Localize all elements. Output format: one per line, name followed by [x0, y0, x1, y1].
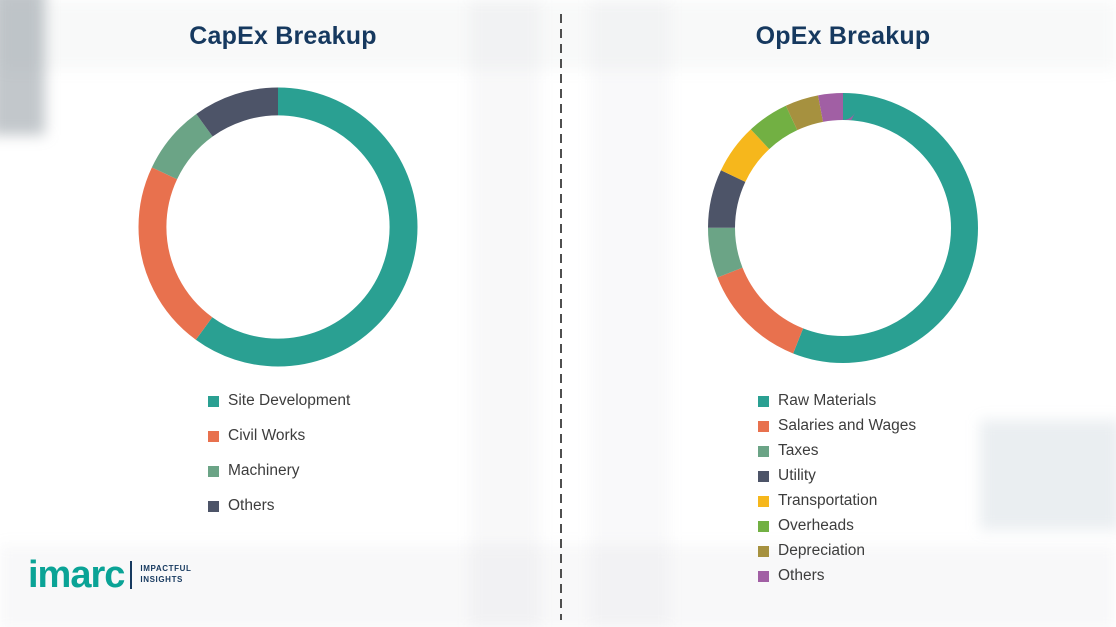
legend-label: Machinery [228, 462, 300, 479]
background-shape [980, 420, 1116, 530]
legend-swatch [208, 465, 219, 477]
background-shape [590, 0, 670, 627]
legend-item: Raw Materials [758, 392, 916, 410]
legend-label: Overheads [778, 517, 854, 534]
legend-label: Raw Materials [778, 392, 877, 409]
legend-label: Salaries and Wages [778, 417, 917, 434]
legend-item: Machinery [208, 462, 350, 480]
legend-swatch [758, 495, 769, 507]
legend-swatch [758, 570, 769, 582]
logo-tagline-line2: INSIGHTS [140, 575, 183, 584]
legend-item: Overheads [758, 517, 916, 535]
imarc-logo-text: imarc [28, 554, 125, 596]
donut-segment-others [708, 93, 978, 363]
legend-label: Depreciation [778, 542, 866, 559]
opex-donut-chart [708, 93, 978, 363]
logo-tagline-line1: IMPACTFUL [140, 564, 192, 574]
legend-item: Utility [758, 467, 916, 485]
legend-item: Civil Works [208, 427, 350, 445]
legend-label: Transportation [778, 492, 878, 509]
donut-segment-others [138, 87, 418, 367]
legend-swatch [758, 420, 769, 432]
logo-tagline: IMPACTFUL INSIGHTS [140, 564, 191, 586]
legend-swatch [208, 395, 219, 407]
legend-item: Others [208, 497, 350, 515]
legend-swatch [758, 470, 769, 482]
logo-divider-bar [130, 561, 133, 589]
legend-label: Site Development [228, 392, 351, 409]
legend-label: Civil Works [228, 427, 306, 444]
legend-item: Salaries and Wages [758, 417, 916, 435]
legend-item: Depreciation [758, 542, 916, 560]
opex-chart-title: OpEx Breakup [755, 22, 931, 50]
background-shape [0, 0, 45, 135]
legend-item: Others [758, 567, 916, 585]
legend-swatch [208, 430, 219, 442]
capex-donut-chart [138, 87, 418, 367]
legend-swatch [758, 545, 769, 557]
donut-segment-taxes [708, 93, 978, 363]
legend-label: Utility [778, 467, 816, 484]
divider-dashed-line [560, 14, 562, 620]
legend-swatch [758, 520, 769, 532]
legend-swatch [758, 395, 769, 407]
opex-legend: Raw Materials Salaries and Wages Taxes Util… [758, 392, 916, 592]
legend-item: Taxes [758, 442, 916, 460]
legend-swatch [758, 445, 769, 457]
donut-segment-civil-works [138, 87, 418, 367]
background-shape [470, 0, 540, 627]
legend-label: Taxes [778, 442, 819, 459]
legend-label: Others [228, 497, 275, 514]
capex-legend: Site Development Civil Works Machinery Othe… [208, 392, 350, 532]
imarc-logo: imarc IMPACTFUL INSIGHTS [28, 556, 191, 594]
legend-swatch [208, 500, 219, 512]
legend-label: Others [778, 567, 825, 584]
legend-item: Transportation [758, 492, 916, 510]
legend-item: Site Development [208, 392, 350, 410]
capex-chart-title: CapEx Breakup [189, 22, 377, 50]
